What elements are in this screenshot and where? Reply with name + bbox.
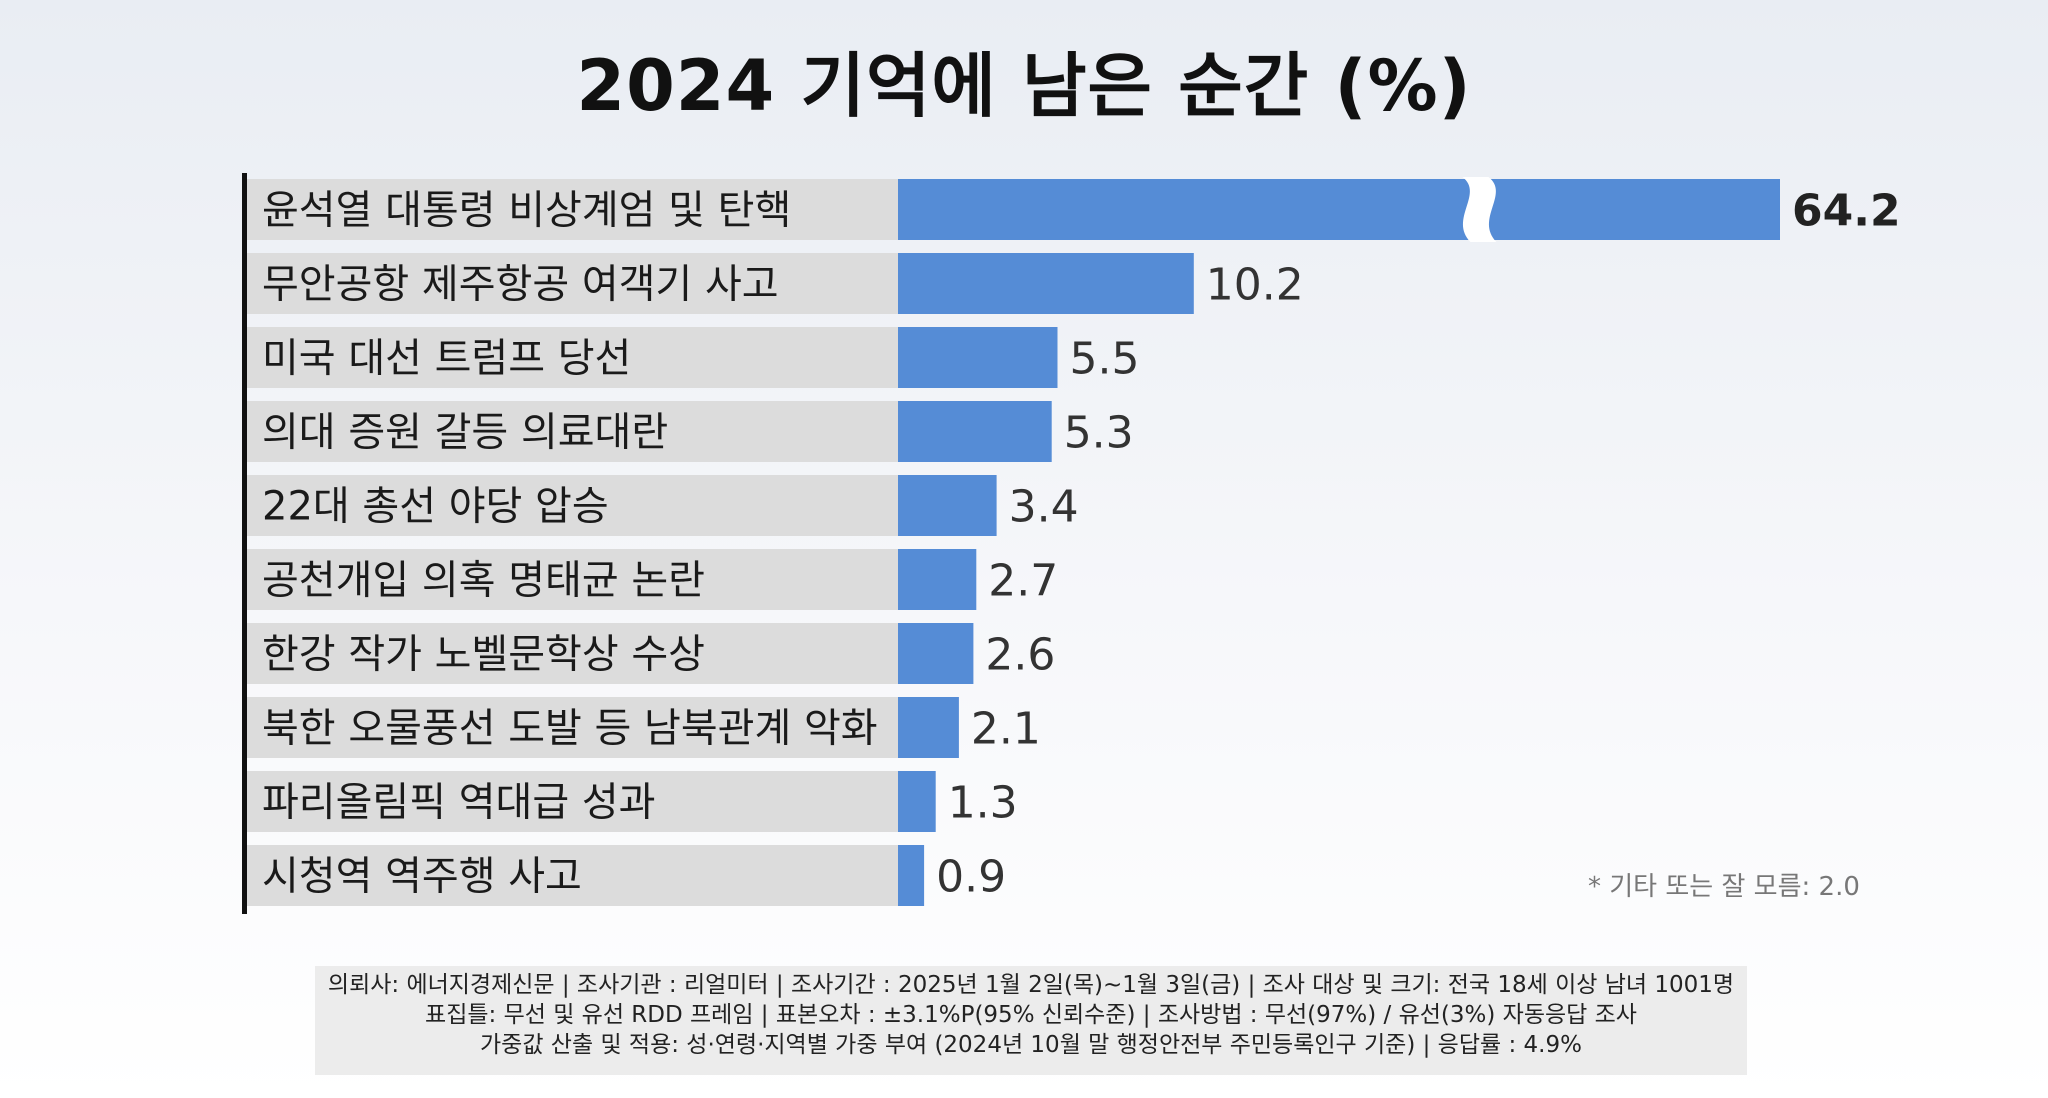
value-label: 5.5 [1070,334,1140,385]
bar [898,401,1052,462]
category-label-bg [247,697,898,758]
other-note: * 기타 또는 잘 모름: 2.0 [1588,872,1860,902]
bar [898,253,1194,314]
value-label: 10.2 [1206,260,1304,311]
bar [898,845,925,906]
y-axis-line [242,173,247,914]
category-label: 무안공항 제주항공 여객기 사고 [262,262,779,308]
category-label: 공천개입 의혹 명태균 논란 [262,558,705,604]
value-label: 1.3 [948,778,1018,829]
category-label: 윤석열 대통령 비상계엄 및 탄핵 [262,188,791,234]
value-label: 2.6 [985,630,1055,681]
category-label: 한강 작가 노벨문학상 수상 [262,632,705,678]
chart-title: 2024 기억에 남은 순간 (%) [576,45,1472,127]
value-label: 64.2 [1792,186,1901,237]
footer-line-3: 가중값 산출 및 적용: 성·연령·지역별 가중 부여 (2024년 10월 말… [480,1032,1582,1058]
footer-line-2: 표집틀: 무선 및 유선 RDD 프레임 | 표본오차 : ±3.1%P(95%… [425,1002,1637,1028]
category-label-bg [247,401,898,462]
category-label: 의대 증원 갈등 의료대란 [262,410,668,456]
value-label: 2.7 [988,556,1058,607]
category-label-bg [247,179,898,240]
survey-footer: 의뢰사: 에너지경제신문 | 조사기관 : 리얼미터 | 조사기간 : 2025… [315,966,1747,1075]
bar [898,549,977,610]
category-label: 파리올림픽 역대급 성과 [262,780,655,826]
category-label-bg [247,845,898,906]
category-label: 북한 오물풍선 도발 등 남북관계 악화 [262,706,878,752]
category-label-bg [247,327,898,388]
bar [898,697,959,758]
bar [898,327,1058,388]
category-label: 22대 총선 야당 압승 [262,484,609,530]
bar [898,475,997,536]
category-label-bg [247,475,898,536]
value-label: 0.9 [936,852,1006,903]
category-label: 미국 대선 트럼프 당선 [262,336,631,382]
value-label: 5.3 [1064,408,1134,459]
category-label: 시청역 역주행 사고 [262,854,582,900]
category-label-bg [247,771,898,832]
value-label: 3.4 [1009,482,1079,533]
bar [898,623,974,684]
category-label-bg [247,623,898,684]
bar [898,771,936,832]
category-label-bg [247,253,898,314]
category-label-bg [247,549,898,610]
footer-line-1: 의뢰사: 에너지경제신문 | 조사기관 : 리얼미터 | 조사기간 : 2025… [327,972,1735,998]
axis-break-mark [1462,177,1497,242]
value-label: 2.1 [971,704,1041,755]
bar [898,179,1780,240]
